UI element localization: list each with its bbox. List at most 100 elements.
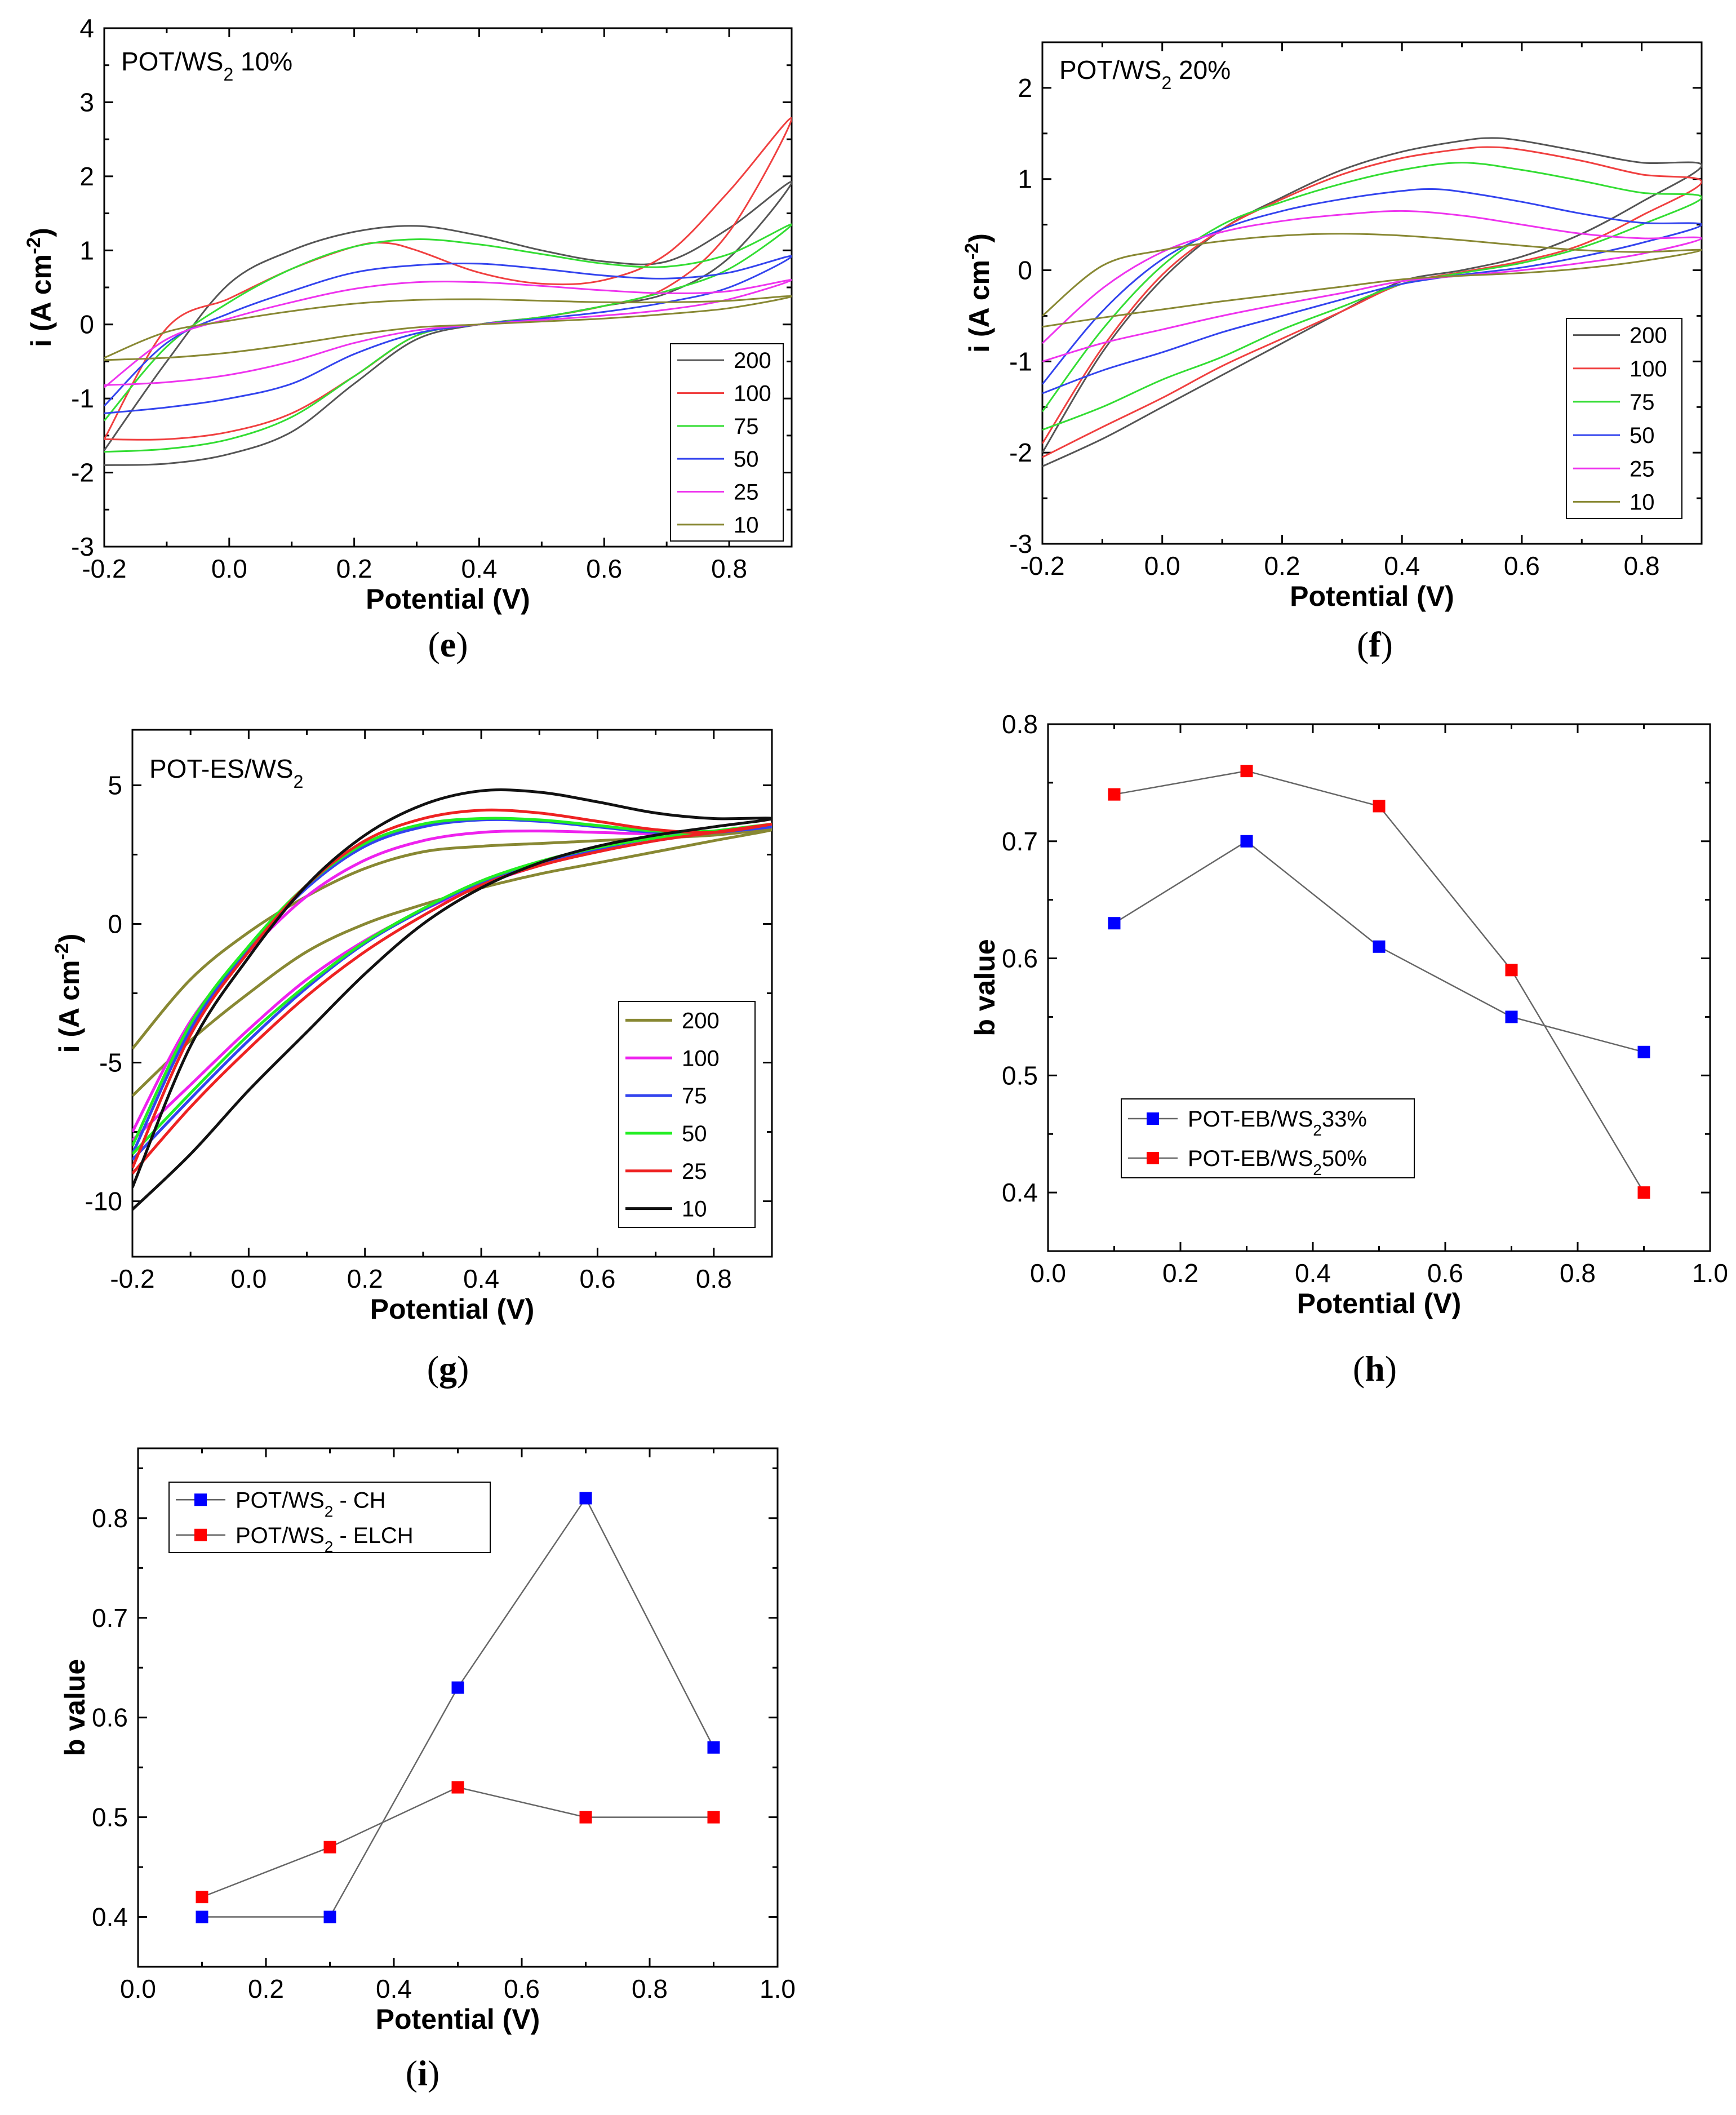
data-point [1505, 964, 1518, 977]
x-tick-label: 0.2 [336, 554, 372, 583]
x-tick-label: 0.0 [1144, 551, 1180, 580]
x-tick-label: 0.6 [504, 1974, 540, 2003]
cv-curve-10 [104, 295, 792, 361]
y-tick-label: -3 [1009, 529, 1032, 558]
x-axis-title: Potential (V) [376, 2003, 540, 2035]
panel-f: -0.2 0.0 0.2 0.4 0.6 0.8 -3 -2 -1 0 1 2 Potential (V… [961, 41, 1703, 664]
data-point [1240, 765, 1253, 778]
y-axis-title: b value [59, 1659, 91, 1756]
x-tick-label: 0.0 [120, 1974, 156, 2003]
data-point [1373, 800, 1386, 813]
y-tick-label: 0 [1018, 256, 1032, 285]
legend-label-10: 10 [1630, 490, 1655, 515]
cv-curve-75 [132, 818, 772, 1161]
y-axis-title: i (A cm-2) [961, 233, 995, 353]
legend-label-10: 10 [682, 1197, 707, 1222]
y-tick-label: 3 [79, 87, 94, 117]
legend-marker [1147, 1152, 1159, 1164]
legend-label-75: 75 [682, 1084, 707, 1109]
panel-caption: (f) [1357, 624, 1393, 664]
series-group [1042, 137, 1702, 467]
legend-marker [194, 1528, 207, 1541]
data-point [579, 1492, 592, 1505]
y-tick-label: -2 [1009, 438, 1032, 467]
legend-box [1121, 1098, 1415, 1178]
x-tick-label: 0.8 [1560, 1258, 1596, 1288]
legend-label-25: 25 [682, 1159, 707, 1184]
x-axis-title: Potential (V) [370, 1293, 535, 1325]
data-point [196, 1891, 208, 1904]
cv-curve-10 [1042, 233, 1702, 328]
cv-curve-75 [1042, 162, 1702, 431]
data-point [323, 1841, 336, 1854]
x-axis-title: Potential (V) [366, 583, 530, 615]
y-tick-label: 1 [1018, 165, 1032, 194]
cv-curve-25 [1042, 210, 1702, 362]
legend-box [670, 343, 784, 542]
annotation: POT/WS2 20% [1059, 55, 1231, 93]
legend-label-200: 200 [682, 1008, 720, 1033]
cv-curve-25 [104, 279, 792, 388]
y-axis-title: i (A cm-2) [23, 228, 57, 347]
data-point [323, 1910, 336, 1923]
x-tick-label: 0.8 [696, 1264, 732, 1293]
legend-label-25: 25 [1630, 456, 1655, 481]
y-tick-label: 2 [79, 162, 94, 191]
y-tick-label: -3 [71, 532, 94, 561]
x-axis-title: Potential (V) [1290, 580, 1454, 612]
data-point [1637, 1186, 1650, 1199]
y-tick-label: 0.8 [92, 1504, 128, 1533]
legend-label: POT/WS2 - CH [236, 1488, 386, 1520]
legend-label: POT-EB/WS233% [1188, 1107, 1367, 1139]
y-axis-title: i (A cm-2) [51, 934, 85, 1053]
x-tick-label: 0.8 [1624, 551, 1660, 580]
legend-label-25: 25 [734, 480, 759, 505]
data-point [579, 1811, 592, 1824]
x-tick-label: 0.2 [248, 1974, 284, 2003]
y-tick-label: 0.8 [1002, 710, 1038, 739]
panel-g: -0.2 0.0 0.2 0.4 0.6 0.8 -10 -5 0 5 Potential (V) i… [51, 729, 773, 1389]
data-point [1240, 835, 1253, 848]
legend-label-100: 100 [734, 382, 771, 406]
annotation: POT/WS2 10% [121, 47, 292, 85]
legend-label-200: 200 [1630, 323, 1667, 348]
legend-box [618, 1001, 756, 1228]
y-tick-label: 5 [108, 770, 122, 800]
y-tick-label: 4 [79, 14, 94, 43]
x-tick-label: 0.0 [1030, 1258, 1066, 1288]
x-tick-label: 0.8 [711, 554, 747, 583]
x-tick-label: 0.8 [632, 1974, 668, 2003]
x-tick-label: 0.4 [376, 1974, 412, 2003]
legend-marker [1147, 1112, 1159, 1125]
data-point [707, 1811, 720, 1824]
cv-curve-200 [104, 181, 792, 466]
cv-curve-50 [1042, 188, 1702, 394]
legend-marker [194, 1493, 207, 1506]
y-tick-label: 0.5 [1002, 1061, 1038, 1090]
x-tick-label: 0.6 [1427, 1258, 1463, 1288]
data-point [707, 1741, 720, 1754]
x-tick-label: 1.0 [1692, 1258, 1728, 1288]
x-tick-label: 0.0 [211, 554, 247, 583]
cv-curve-10 [132, 788, 772, 1211]
y-tick-label: 0.7 [92, 1603, 128, 1633]
legend-label-200: 200 [734, 348, 771, 373]
x-tick-label: -0.2 [82, 554, 126, 583]
data-point [1505, 1010, 1518, 1023]
cv-curve-75 [104, 223, 792, 453]
data-point [1108, 788, 1121, 801]
x-tick-label: 0.6 [579, 1264, 615, 1293]
panel-i: 0.0 0.2 0.4 0.6 0.8 1.0 0.4 0.5 0.6 0.7 0.8 Potenti… [59, 1447, 796, 2093]
legend-label-50: 50 [1630, 423, 1655, 448]
y-tick-label: -5 [99, 1048, 122, 1078]
legend-box [168, 1482, 491, 1553]
plot-frame [1041, 41, 1703, 545]
panel-e: -0.2 0.0 0.2 0.4 0.6 0.8 -3 -2 -1 0 1 2 3 4 Potential … [23, 14, 793, 664]
panel-caption: (i) [406, 2053, 439, 2093]
y-tick-label: -1 [1009, 347, 1032, 376]
x-tick-label: 0.4 [461, 554, 497, 583]
data-point [451, 1781, 464, 1794]
legend-label-75: 75 [734, 414, 759, 439]
data-point [1637, 1045, 1650, 1058]
